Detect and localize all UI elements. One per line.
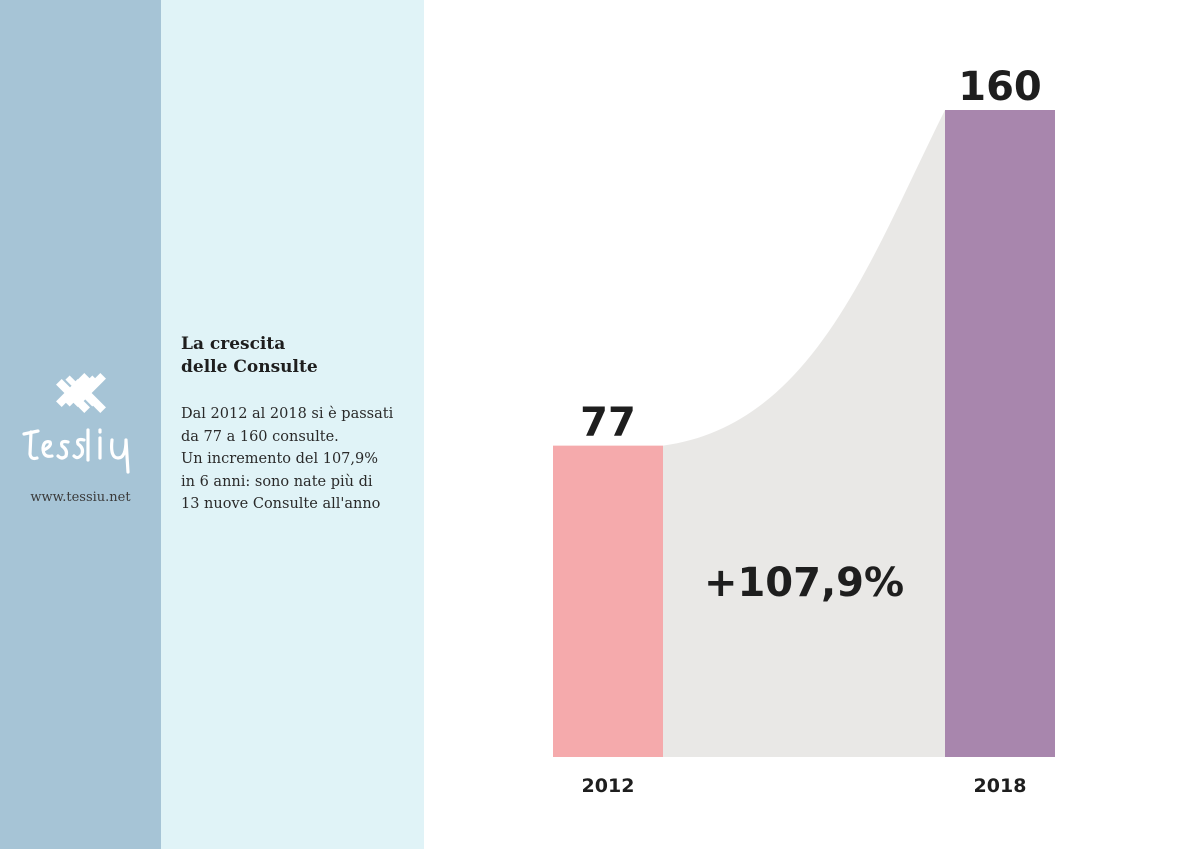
- bar-2018: [945, 110, 1055, 757]
- bar-2012: [553, 445, 663, 757]
- panel-text-line: 13 nuove Consulte all'anno: [181, 496, 381, 512]
- panel-title: La crescita delle Consulte: [181, 333, 421, 379]
- tessiu-logo: [22, 373, 130, 474]
- sidebar: www.tessiu.net: [0, 0, 161, 849]
- panel-text-line: Dal 2012 al 2018 si è passati: [181, 406, 394, 422]
- panel-title-line: La crescita: [181, 334, 286, 354]
- panel-title-line: delle Consulte: [181, 357, 318, 377]
- growth-annotation: +107,9%: [704, 560, 904, 606]
- info-panel: La crescita delle Consulte Dal 2012 al 2…: [161, 0, 424, 849]
- site-url[interactable]: www.tessiu.net: [30, 490, 131, 505]
- panel-text-line: Un incremento del 107,9%: [181, 451, 379, 467]
- panel-text-line: in 6 anni: sono nate più di: [181, 473, 373, 490]
- x-tick-2018: 2018: [974, 775, 1027, 797]
- value-label-2018: 160: [958, 64, 1042, 110]
- growth-connector: [663, 110, 945, 757]
- panel-text-line: da 77 a 160 consulte.: [181, 428, 339, 445]
- value-label-2012: 77: [580, 400, 636, 446]
- x-tick-2012: 2012: [582, 775, 635, 797]
- panel-description: Dal 2012 al 2018 si è passati da 77 a 16…: [181, 403, 421, 516]
